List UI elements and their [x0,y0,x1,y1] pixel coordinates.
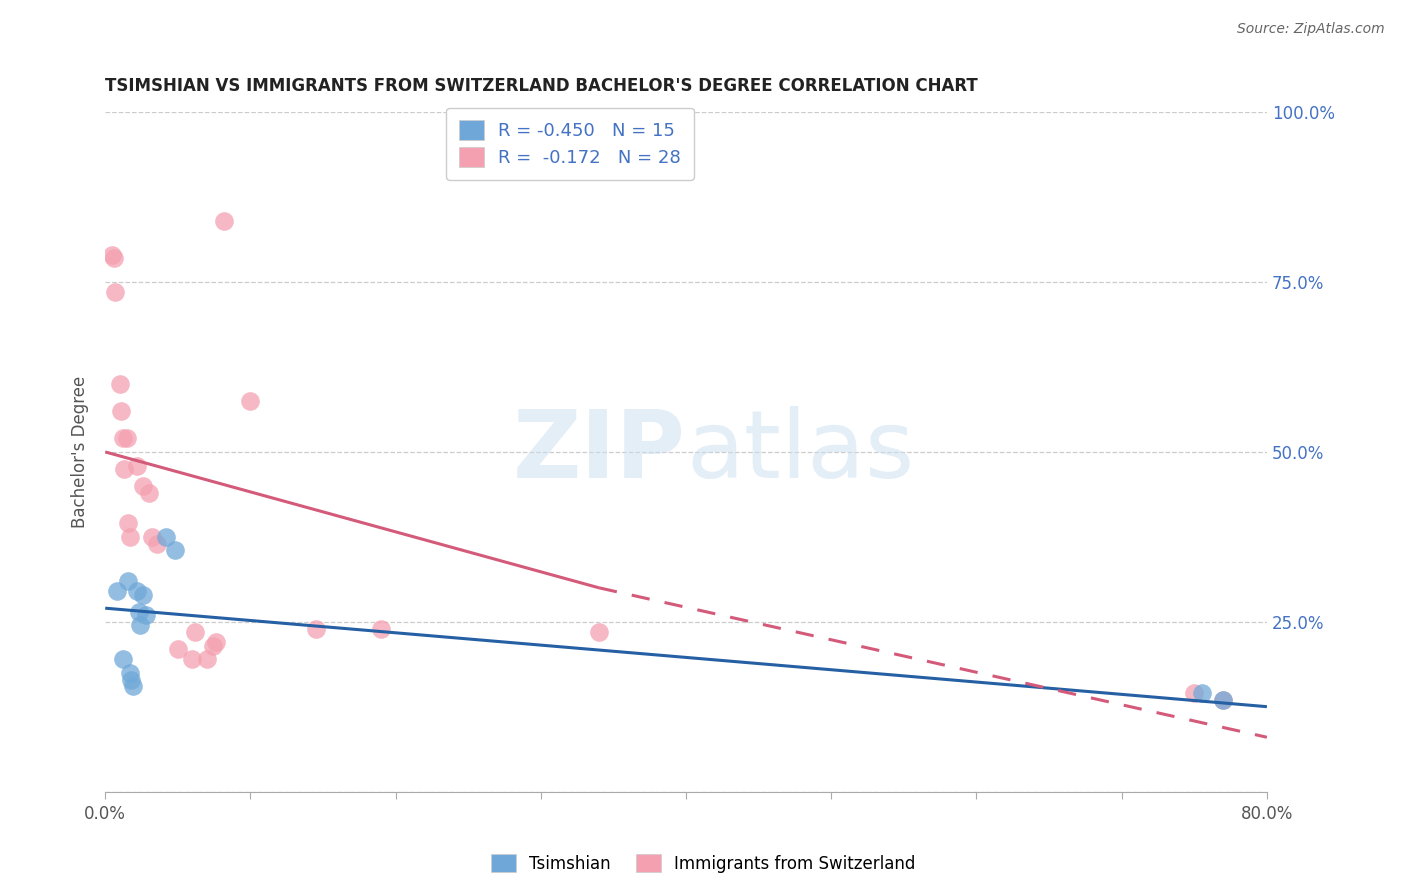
Point [115,431,138,445]
Point [121,679,143,693]
Point [105,584,128,599]
Point [132,479,155,493]
Text: atlas: atlas [686,406,914,498]
Legend: R = -0.450   N = 15, R =  -0.172   N = 28: R = -0.450 N = 15, R = -0.172 N = 28 [446,108,693,180]
Point [195,652,218,666]
Point [135,607,157,622]
Point [214,214,236,228]
Legend: Tsimshian, Immigrants from Switzerland: Tsimshian, Immigrants from Switzerland [484,847,922,880]
Point [1191,686,1213,700]
Point [141,530,163,544]
Point [132,588,155,602]
Point [239,394,262,409]
Point [127,458,149,473]
Point [110,404,132,418]
Y-axis label: Bachelor's Degree: Bachelor's Degree [72,376,89,528]
Point [163,543,186,558]
Point [1182,686,1205,700]
Point [155,530,177,544]
Point [146,536,169,550]
Point [370,622,392,636]
Point [129,618,152,632]
Point [138,485,160,500]
Point [118,665,141,680]
Point [118,530,141,544]
Point [305,622,328,636]
Point [166,642,188,657]
Point [588,624,610,639]
Point [104,285,127,300]
Point [117,516,139,531]
Point [111,431,134,445]
Point [128,605,150,619]
Point [111,652,134,666]
Point [108,376,131,391]
Text: Source: ZipAtlas.com: Source: ZipAtlas.com [1237,22,1385,37]
Point [184,624,207,639]
Point [103,252,125,266]
Text: TSIMSHIAN VS IMMIGRANTS FROM SWITZERLAND BACHELOR'S DEGREE CORRELATION CHART: TSIMSHIAN VS IMMIGRANTS FROM SWITZERLAND… [105,78,979,95]
Point [127,584,149,599]
Point [117,574,139,588]
Point [1212,693,1234,707]
Text: ZIP: ZIP [513,406,686,498]
Point [101,248,124,262]
Point [181,652,204,666]
Point [201,639,224,653]
Point [112,462,135,476]
Point [204,635,226,649]
Point [1212,693,1234,707]
Point [120,673,142,687]
